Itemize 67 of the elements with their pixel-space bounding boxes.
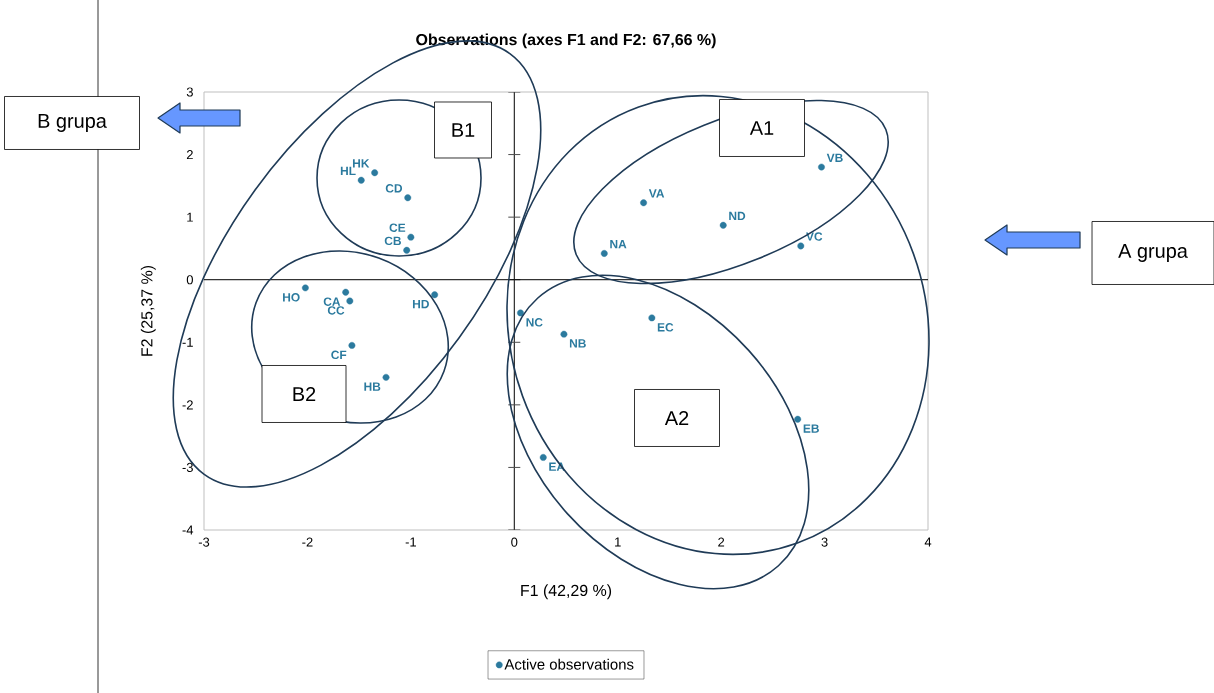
x-tick-label: 1 — [615, 537, 621, 547]
point — [407, 233, 415, 241]
point — [342, 288, 350, 296]
point — [600, 250, 608, 257]
y-tick-label: -2 — [182, 400, 193, 410]
point — [560, 330, 568, 338]
point — [348, 342, 356, 349]
legend-label: Active observations — [504, 658, 634, 670]
annotation: HL — [340, 166, 356, 176]
annotation: EB — [803, 424, 819, 433]
point — [301, 284, 309, 292]
point — [539, 454, 547, 461]
x-tick-label: -2 — [302, 537, 313, 547]
point — [404, 194, 412, 202]
annotation: HK — [352, 159, 370, 168]
y-tick-label: 2 — [186, 150, 193, 160]
point — [346, 297, 354, 305]
point — [797, 242, 805, 250]
annotation: HB — [364, 382, 381, 391]
annotation: NC — [526, 318, 543, 327]
x-tick-label: 3 — [821, 537, 828, 547]
annotation: CC — [327, 306, 345, 315]
x-tick-label: 4 — [924, 537, 932, 547]
point — [719, 221, 727, 229]
annotation: CB — [384, 236, 401, 246]
text: A grupa — [1118, 244, 1188, 262]
annotation: VC — [806, 232, 823, 241]
annotation: NA — [610, 240, 627, 249]
y-tick-label: 3 — [186, 87, 193, 97]
point — [648, 314, 656, 322]
point — [357, 176, 365, 184]
annotation: HD — [412, 299, 429, 309]
x-tick-label: 0 — [511, 537, 518, 547]
annotation: VA — [648, 189, 665, 198]
point — [818, 163, 825, 171]
annotation: CD — [385, 184, 403, 193]
annotation: B1 — [452, 123, 475, 137]
y-tick-label: -3 — [182, 462, 193, 473]
annotation: ND — [729, 211, 746, 221]
annotation: NB — [569, 339, 586, 348]
annotation: HO — [283, 293, 300, 302]
text: B grupa — [38, 114, 107, 132]
point — [382, 373, 390, 381]
x-tick-label: -3 — [198, 537, 210, 547]
annotation: CA — [323, 297, 341, 306]
point — [640, 199, 647, 207]
annotation: A2 — [664, 411, 689, 425]
annotation: CF — [331, 350, 347, 360]
annotation: A1 — [749, 121, 774, 135]
annotation: CE — [389, 223, 406, 232]
y-axis-title: F2 (25,37 %) — [140, 265, 156, 356]
y-tick-label: -4 — [182, 525, 194, 535]
point — [431, 291, 439, 299]
x-axis-title: F1 (42,29 %) — [521, 584, 612, 600]
y-tick-label: -1 — [182, 337, 193, 347]
x-tick-label: -1 — [405, 537, 416, 547]
annotation: VB — [826, 153, 843, 162]
point — [371, 169, 379, 177]
point — [517, 309, 524, 317]
y-tick-label: 1 — [187, 212, 193, 222]
point — [794, 415, 802, 423]
annotation: B2 — [293, 387, 316, 401]
y-tick-label: 0 — [186, 275, 193, 285]
x-tick-label: 2 — [718, 537, 725, 547]
chart-title: Observations (axes F1 and F2: 67,66 %) — [416, 33, 716, 49]
point — [403, 246, 411, 254]
annotation: EC — [657, 323, 674, 332]
